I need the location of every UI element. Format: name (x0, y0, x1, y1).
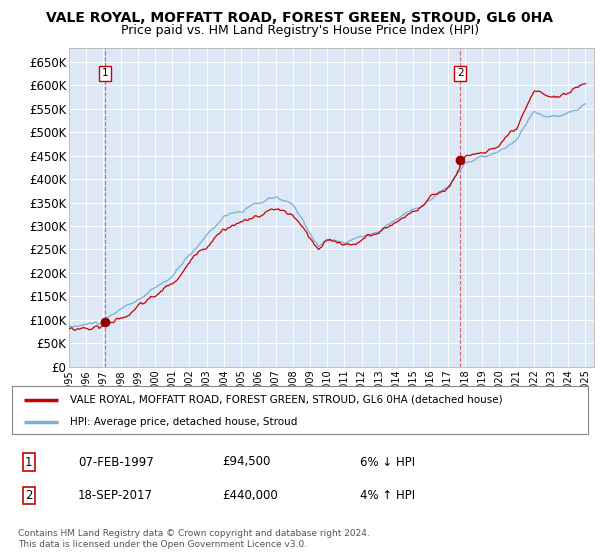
Text: 1: 1 (101, 68, 108, 78)
Text: Contains HM Land Registry data © Crown copyright and database right 2024.
This d: Contains HM Land Registry data © Crown c… (18, 529, 370, 549)
Text: 4% ↑ HPI: 4% ↑ HPI (360, 489, 415, 502)
Text: 07-FEB-1997: 07-FEB-1997 (78, 455, 154, 469)
Text: HPI: Average price, detached house, Stroud: HPI: Average price, detached house, Stro… (70, 417, 297, 427)
Text: VALE ROYAL, MOFFATT ROAD, FOREST GREEN, STROUD, GL6 0HA (detached house): VALE ROYAL, MOFFATT ROAD, FOREST GREEN, … (70, 395, 502, 405)
Text: 2: 2 (25, 489, 32, 502)
Text: 6% ↓ HPI: 6% ↓ HPI (360, 455, 415, 469)
Text: 18-SEP-2017: 18-SEP-2017 (78, 489, 153, 502)
Text: £94,500: £94,500 (222, 455, 271, 469)
Text: 1: 1 (25, 455, 32, 469)
Text: Price paid vs. HM Land Registry's House Price Index (HPI): Price paid vs. HM Land Registry's House … (121, 24, 479, 36)
Text: £440,000: £440,000 (222, 489, 278, 502)
Text: 2: 2 (457, 68, 463, 78)
Text: VALE ROYAL, MOFFATT ROAD, FOREST GREEN, STROUD, GL6 0HA: VALE ROYAL, MOFFATT ROAD, FOREST GREEN, … (47, 11, 554, 25)
